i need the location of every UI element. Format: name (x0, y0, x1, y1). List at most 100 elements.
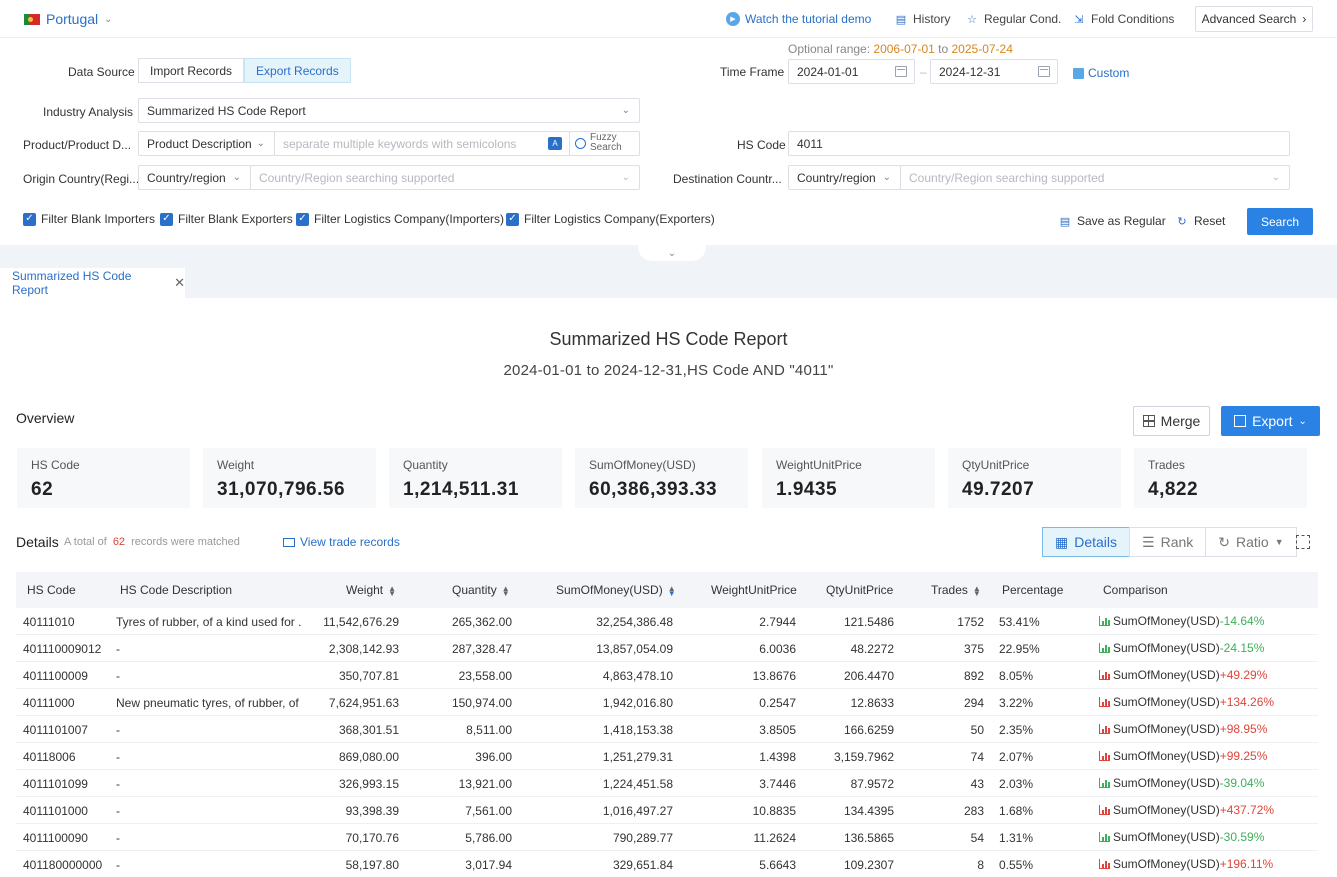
filter-logistics-importers-checkbox[interactable]: ✓ Filter Logistics Company(Importers) (296, 212, 504, 226)
tab-rank[interactable]: ☰ Rank (1129, 527, 1207, 557)
custom-date-link[interactable]: Custom (1073, 66, 1129, 80)
cell-weight: 2,308,142.93 (328, 642, 399, 656)
filter-blank-exporters-checkbox[interactable]: ✓ Filter Blank Exporters (160, 212, 293, 226)
ratio-icon: ↻ (1218, 533, 1231, 550)
cell-hs-code: 401180000000 (23, 858, 103, 872)
col-sum[interactable]: SumOfMoney(USD) ▲ ▼ (556, 583, 676, 597)
custom-icon (1073, 67, 1084, 79)
country-selector[interactable]: Portugal ⌄ (24, 11, 113, 27)
origin-type-select[interactable]: Country/region ⌄ (138, 165, 251, 190)
trend-chart-icon (1099, 643, 1110, 653)
comparison-value: +134.26% (1219, 695, 1275, 709)
cell-description: New pneumatic tyres, of rubber, of ... (116, 696, 301, 710)
tutorial-link[interactable]: ▶ Watch the tutorial demo (726, 12, 871, 26)
cell-quantity: 8,511.00 (466, 723, 512, 737)
cell-quantity: 13,921.00 (458, 777, 512, 791)
comparison-label: SumOfMoney(USD) (1113, 776, 1220, 790)
table-row[interactable]: 40111000 New pneumatic tyres, of rubber, … (16, 689, 1318, 716)
date-to-input[interactable]: 2024-12-31 (930, 59, 1058, 84)
merge-button[interactable]: Merge (1133, 406, 1210, 436)
hs-code-input[interactable]: 4011 (788, 131, 1290, 156)
keyword-input[interactable]: separate multiple keywords with semicolo… (274, 131, 570, 156)
cell-qty-unit-price: 48.2272 (850, 642, 894, 656)
col-trades[interactable]: Trades ▲ ▼ (931, 583, 981, 597)
cell-weight-unit-price: 3.8505 (759, 723, 796, 737)
chevron-down-icon: ⌄ (104, 13, 113, 25)
cell-description: - (116, 804, 120, 818)
table-row[interactable]: 401180000000- 58,197.80 3,017.94 329,651.84… (16, 851, 1318, 877)
reset-button[interactable]: ↻ Reset (1175, 214, 1225, 228)
history-icon: ▤ (895, 13, 907, 26)
filter-blank-importers-checkbox[interactable]: ✓ Filter Blank Importers (23, 212, 155, 226)
destination-country-input[interactable]: Country/Region searching supported ⌄ (900, 165, 1290, 190)
stat-value: 4,822 (1148, 479, 1199, 500)
cell-qty-unit-price: 206.4470 (843, 669, 894, 683)
cell-quantity: 7,561.00 (465, 804, 512, 818)
collapse-toggle[interactable]: ⌄ (638, 245, 706, 261)
stat-label: WeightUnitPrice (776, 458, 862, 472)
checkbox-checked-icon: ✓ (506, 212, 519, 226)
comparison-label: SumOfMoney(USD) (1113, 722, 1220, 736)
optional-range-from: 2006-07-01 (873, 42, 935, 56)
fullscreen-icon[interactable] (1296, 535, 1310, 549)
table-row[interactable]: 40111010 Tyres of rubber, of a kind used … (16, 608, 1318, 635)
export-records-button[interactable]: Export Records (244, 58, 351, 83)
optional-range: Optional range: 2006-07-01 to 2025-07-24 (788, 42, 1013, 56)
destination-type-value: Country/region (797, 170, 876, 185)
tab-summarized-hs-code-report[interactable]: Summarized HS Code Report ✕ (0, 268, 185, 298)
table-row[interactable]: 4011101007 - 368,301.51 8,511.00 1,418,153.3… (16, 716, 1318, 743)
table-row[interactable]: 40118006 - 869,080.00 396.00 1,251,279.31 1.4… (16, 743, 1318, 770)
stat-card: QtyUnitPrice 49.7207 (948, 448, 1121, 508)
table-row[interactable]: 4011100009 - 350,707.81 23,558.00 4,863,478.… (16, 662, 1318, 689)
col-hs-code: HS Code (27, 583, 76, 597)
chevron-down-icon: ⌄ (232, 172, 241, 183)
cell-weight: 93,398.39 (345, 804, 399, 818)
industry-analysis-value: Summarized HS Code Report (147, 103, 306, 118)
import-records-button[interactable]: Import Records (138, 58, 245, 83)
fold-conditions-link[interactable]: ⇲ Fold Conditions (1072, 12, 1174, 26)
table-row[interactable]: 401110009012- 2,308,142.93 287,328.47 13,85… (16, 635, 1318, 662)
caret-down-icon: ▼ (1274, 537, 1284, 547)
destination-type-select[interactable]: Country/region ⌄ (788, 165, 901, 190)
export-button[interactable]: Export ⌄ (1221, 406, 1320, 436)
trend-chart-icon (1099, 724, 1110, 734)
cell-sum: 1,016,497.27 (602, 804, 673, 818)
cell-percentage: 1.68% (999, 804, 1034, 818)
table-row[interactable]: 4011100090 - 70,170.76 5,786.00 790,289.77 11… (16, 824, 1318, 851)
cell-qty-unit-price: 3,159.7962 (833, 750, 894, 764)
tab-details[interactable]: ▦ Details (1042, 527, 1131, 557)
tab-ratio[interactable]: ↻ Ratio ▼ (1205, 527, 1297, 557)
table-row[interactable]: 4011101099 - 326,993.15 13,921.00 1,224,451.… (16, 770, 1318, 797)
search-button[interactable]: Search (1247, 208, 1313, 235)
cell-weight: 7,624,951.63 (328, 696, 399, 710)
cell-qty-unit-price: 12.8633 (850, 696, 894, 710)
chevron-right-icon: › (1302, 12, 1307, 26)
translate-icon[interactable]: A (548, 137, 562, 150)
date-from-value: 2024-01-01 (797, 64, 859, 79)
date-separator: – (920, 65, 927, 79)
cell-comparison: SumOfMoney(USD) +49.29% (1099, 668, 1267, 682)
col-weight-label: Weight (346, 583, 384, 597)
advanced-search-button[interactable]: Advanced Search › (1195, 6, 1313, 32)
col-quantity[interactable]: Quantity ▲ ▼ (452, 583, 510, 597)
product-type-select[interactable]: Product Description ⌄ (138, 131, 275, 156)
origin-country-input[interactable]: Country/Region searching supported ⌄ (250, 165, 640, 190)
comparison-value: -39.04% (1219, 776, 1265, 790)
filter-logistics-exporters-checkbox[interactable]: ✓ Filter Logistics Company(Exporters) (506, 212, 715, 226)
save-as-regular-button[interactable]: ▤ Save as Regular (1058, 214, 1166, 228)
history-label: History (913, 12, 951, 26)
regular-cond-link[interactable]: ☆ Regular Cond. (965, 12, 1061, 26)
col-weight[interactable]: Weight ▲ ▼ (346, 583, 396, 597)
view-trade-records-link[interactable]: View trade records (283, 535, 400, 549)
comparison-value: +49.29% (1219, 668, 1268, 682)
fuzzy-search-label: Fuzzy Search (575, 133, 622, 153)
industry-analysis-select[interactable]: Summarized HS Code Report ⌄ (138, 98, 640, 123)
cell-weight: 350,707.81 (338, 669, 399, 683)
comparison-value: +99.25% (1219, 749, 1268, 763)
history-link[interactable]: ▤ History (894, 12, 951, 26)
table-row[interactable]: 4011101000 - 93,398.39 7,561.00 1,016,497.27… (16, 797, 1318, 824)
date-from-input[interactable]: 2024-01-01 (788, 59, 915, 84)
stat-card: SumOfMoney(USD) 60,386,393.33 (575, 448, 748, 508)
chevron-down-icon: ⌄ (1298, 415, 1307, 427)
close-icon[interactable]: ✕ (174, 275, 185, 290)
